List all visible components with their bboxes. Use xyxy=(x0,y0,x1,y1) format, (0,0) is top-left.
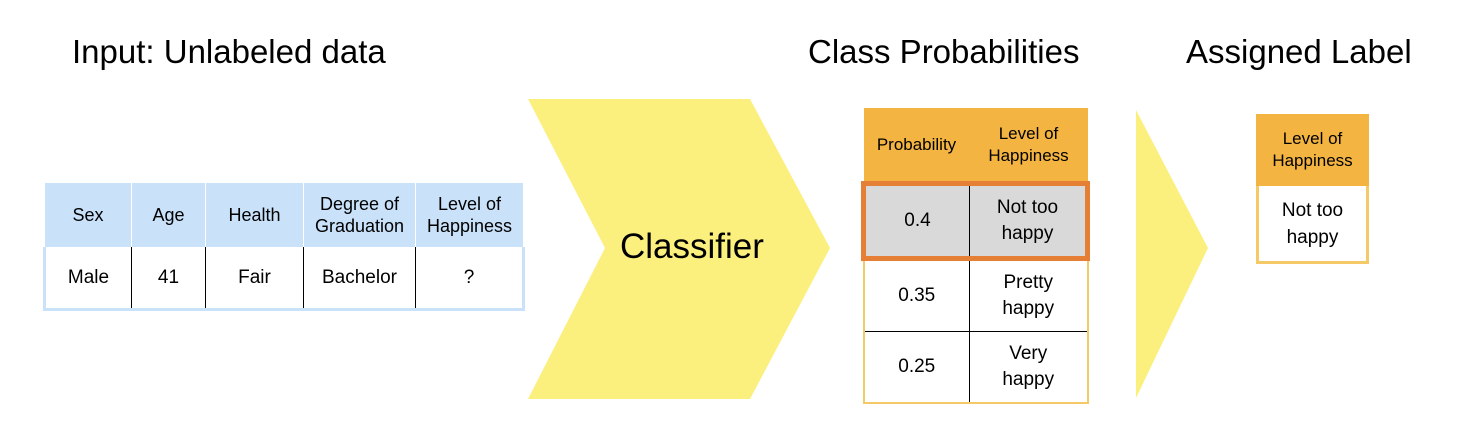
output-arrow xyxy=(1136,110,1208,398)
class-probabilities-table: Probability Level of Happiness 0.4 Not t… xyxy=(861,108,1090,404)
happiness-level: Not too happy xyxy=(969,181,1090,261)
input-table-header-row: Sex Age Health Degree of Graduation Leve… xyxy=(44,183,524,247)
input-table-row: Male 41 Fair Bachelor ? xyxy=(43,247,525,310)
header-health: Health xyxy=(205,183,304,247)
header-level-of-happiness: Level of Happiness xyxy=(969,108,1088,184)
assigned-label-box: Level of Happiness Not too happy xyxy=(1256,114,1369,264)
class-probabilities-heading: Class Probabilities xyxy=(808,33,1080,70)
table-row-selected: 0.4 Not too happy xyxy=(861,181,1090,261)
probability-value: 0.35 xyxy=(862,258,970,332)
assigned-label-heading: Assigned Label xyxy=(1186,33,1412,70)
assigned-label-header: Level of Happiness xyxy=(1256,114,1369,186)
table-row: 0.35 Pretty happy xyxy=(862,258,1089,332)
cell-level-unknown: ? xyxy=(415,247,525,310)
header-degree-of-graduation: Degree of Graduation xyxy=(303,183,416,247)
cell-sex: Male xyxy=(43,247,132,310)
probability-value: 0.25 xyxy=(862,331,970,404)
happiness-level: Very happy xyxy=(969,331,1089,404)
classifier-label: Classifier xyxy=(620,227,764,266)
input-heading: Input: Unlabeled data xyxy=(72,33,386,70)
table-row: 0.25 Very happy xyxy=(862,331,1089,404)
happiness-level: Pretty happy xyxy=(969,258,1089,332)
header-age: Age xyxy=(131,183,206,247)
classifier-chevron xyxy=(528,99,830,399)
assigned-label-value: Not too happy xyxy=(1256,186,1369,264)
input-data-table: Sex Age Health Degree of Graduation Leve… xyxy=(43,183,525,311)
header-probability: Probability xyxy=(863,108,970,184)
cell-age: 41 xyxy=(131,247,206,310)
header-level-of-happiness: Level of Happiness xyxy=(415,183,524,247)
probability-value: 0.4 xyxy=(861,181,970,261)
cell-health: Fair xyxy=(205,247,304,310)
prob-table-header-row: Probability Level of Happiness xyxy=(863,108,1088,184)
header-sex: Sex xyxy=(44,183,132,247)
cell-degree: Bachelor xyxy=(303,247,416,310)
